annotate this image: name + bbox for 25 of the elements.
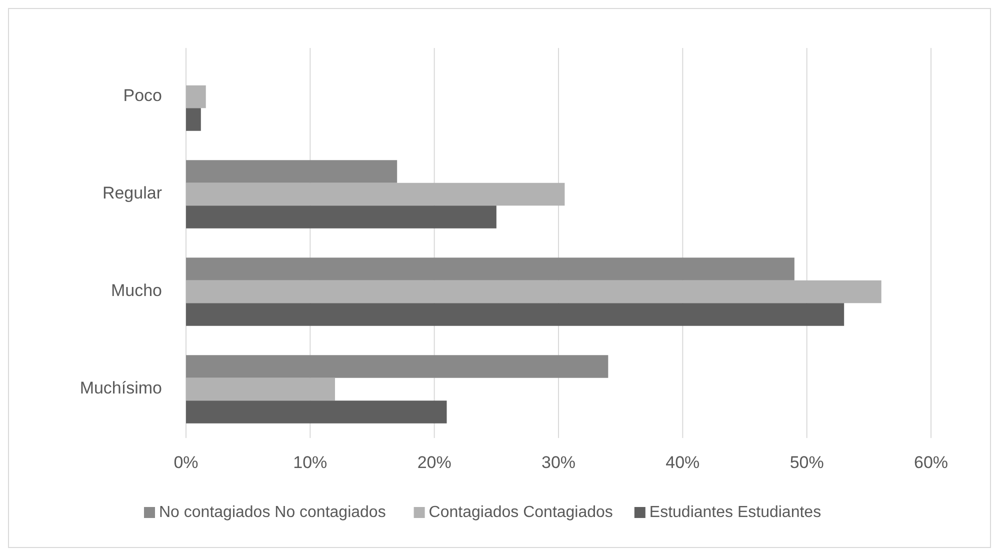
- x-tick-label: 30%: [541, 453, 576, 472]
- bar: [186, 108, 201, 131]
- bar: [186, 280, 882, 304]
- bar: [186, 378, 335, 401]
- y-tick-label: Muchísimo: [80, 378, 162, 398]
- bar: [186, 85, 206, 108]
- x-tick-label: 0%: [174, 453, 198, 472]
- legend-label: No contagiados No contagiados: [159, 504, 386, 522]
- bar: [186, 303, 844, 326]
- x-tick-label: 40%: [666, 453, 700, 472]
- bar: [186, 206, 496, 228]
- legend-label: Estudiantes Estudiantes: [649, 504, 822, 522]
- bar: [186, 182, 565, 206]
- bar: [186, 355, 608, 378]
- bar: [186, 258, 794, 280]
- x-tick-label: 50%: [790, 453, 824, 472]
- y-tick-label: Regular: [102, 184, 162, 203]
- y-tick-label: Mucho: [110, 281, 162, 300]
- x-tick-label: 60%: [914, 453, 948, 472]
- x-tick-label: 10%: [293, 453, 328, 472]
- bar: [186, 400, 447, 424]
- bar: [186, 160, 398, 183]
- legend-label: Contagiados Contagiados: [428, 504, 613, 522]
- x-tick-label: 20%: [417, 453, 452, 472]
- y-tick-label: Poco: [123, 86, 162, 106]
